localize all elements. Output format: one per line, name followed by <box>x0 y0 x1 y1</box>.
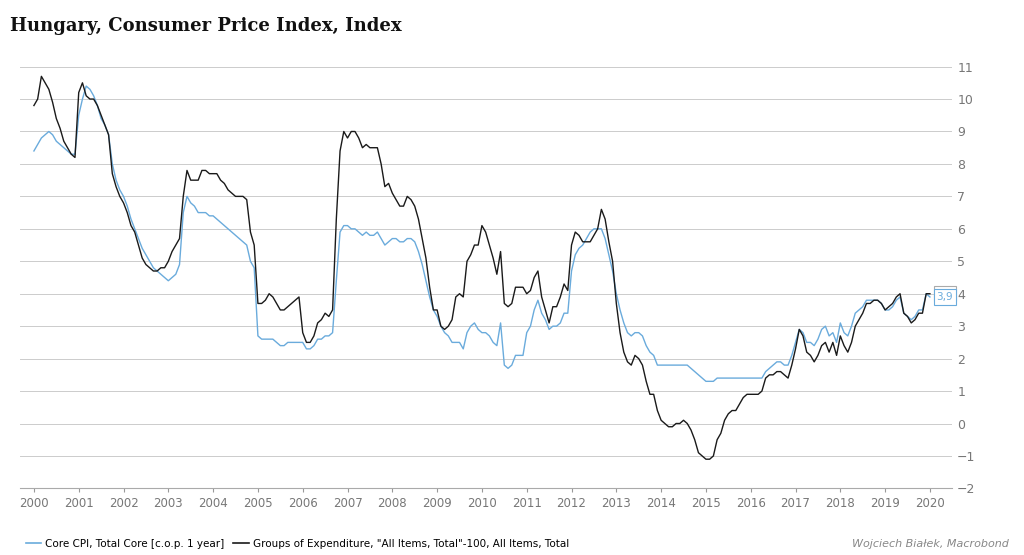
Text: 3,9: 3,9 <box>937 292 953 302</box>
Legend: Core CPI, Total Core [c.o.p. 1 year], Groups of Expenditure, "All Items, Total"-: Core CPI, Total Core [c.o.p. 1 year], Gr… <box>26 538 569 548</box>
Text: 4,0: 4,0 <box>937 289 953 299</box>
Text: Wojciech Białek, Macrobond: Wojciech Białek, Macrobond <box>852 539 1009 549</box>
Text: Hungary, Consumer Price Index, Index: Hungary, Consumer Price Index, Index <box>10 17 401 34</box>
